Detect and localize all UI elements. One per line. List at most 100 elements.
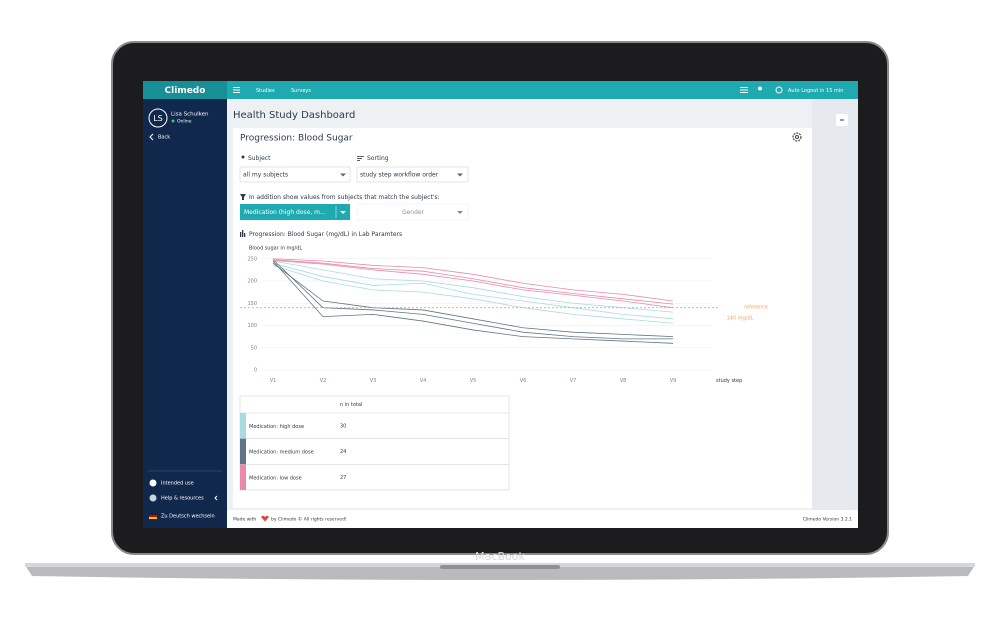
back-icon[interactable] [149, 133, 154, 141]
plot: 0 50 100 150 200 250 V1 V2 V3 V4 V5 V6 V7 V8 V9 referen… [240, 256, 768, 384]
reference-label: 140 mg/dL [727, 316, 754, 322]
multi-select-value: Medication (high dose, m... [244, 209, 326, 216]
subject-line [272, 258, 674, 302]
flag [149, 517, 157, 519]
y-tick-label: 0 [254, 368, 257, 374]
x-tick-label: V6 [520, 378, 527, 384]
x-tick-label: V5 [470, 378, 477, 384]
chevron [214, 495, 218, 501]
footer [227, 510, 858, 528]
group-count: 24 [340, 449, 346, 455]
x-axis-title: study step [716, 378, 742, 384]
avatar-initials: LS [153, 114, 163, 123]
heart-icon [261, 515, 269, 522]
x-tick-label: V9 [670, 378, 677, 384]
y-axis-title: Blood sugar in mg/dL [249, 246, 302, 252]
dropdown-value: Gender [402, 209, 425, 216]
topbar [143, 81, 858, 99]
user-name: Lisa Schulken [171, 112, 209, 118]
subject-line [272, 260, 674, 309]
color-swatch [240, 438, 246, 465]
device-label: MacBook [475, 550, 525, 563]
menu-icon[interactable] [233, 87, 240, 93]
y-tick-label: 100 [247, 323, 257, 329]
list-icon[interactable] [740, 87, 748, 93]
subject-line [272, 262, 674, 338]
x-tick-label: V8 [620, 378, 627, 384]
chart-icon [240, 230, 246, 237]
laptop-notch [440, 565, 560, 569]
filter-label: In addition show values from subjects th… [249, 194, 440, 201]
user-status: Online [177, 119, 192, 125]
dropdown-value: all my subjects [243, 172, 288, 179]
logo-area [143, 81, 227, 99]
x-tick-label: V4 [420, 378, 427, 384]
card-title: Progression: Blood Sugar [240, 134, 353, 144]
back-link[interactable]: Back [158, 135, 170, 141]
x-tick-label: V3 [370, 378, 377, 384]
sidebar-link[interactable]: Zu Deutsch wechseln [161, 514, 215, 520]
dropdown[interactable] [239, 166, 351, 183]
x-tick-label: V7 [570, 378, 577, 384]
dropdown-arrow [340, 211, 346, 214]
chart-title: Progression: Blood Sugar (mg/dL) in Lab … [249, 231, 402, 238]
y-tick-label: 50 [251, 345, 257, 351]
status-dot [171, 119, 175, 123]
laptop-base [25, 565, 975, 580]
flag [149, 515, 157, 517]
sidebar [143, 99, 227, 528]
auto-logout: Auto Logout in 15 min [788, 88, 843, 94]
footer-version: Climedo Version 3.2.1 [803, 517, 852, 523]
dropdown[interactable] [356, 166, 469, 183]
dropdown-value: study step workflow order [360, 172, 439, 179]
users-icon[interactable] [758, 86, 762, 91]
subject-line [272, 259, 673, 340]
field-label: Sorting [367, 155, 389, 162]
settings-icon[interactable] [792, 132, 802, 142]
table-frame [239, 395, 510, 491]
subject-line [272, 265, 674, 324]
nav-link[interactable]: Surveys [291, 88, 311, 94]
group-name: Medication: medium dose [249, 450, 314, 456]
dropdown-arrow [340, 173, 346, 177]
table-header: n in total [340, 402, 362, 408]
flag [149, 513, 157, 515]
multi-select[interactable] [240, 204, 350, 220]
subject-line [272, 260, 674, 344]
user-icon [241, 155, 245, 159]
x-tick-label: V2 [320, 378, 327, 384]
x-tick-label: V1 [270, 378, 277, 384]
nav-link[interactable]: Studies [256, 88, 275, 94]
subject-line [272, 262, 674, 320]
power-icon[interactable] [775, 86, 783, 94]
sidebar-link[interactable]: Help & resources [161, 496, 204, 502]
avatar [148, 108, 168, 128]
dropdown-arrow [457, 173, 463, 177]
filter-icon [240, 194, 246, 200]
group-count: 30 [340, 424, 346, 430]
y-tick-label: 250 [247, 256, 257, 262]
info-icon[interactable] [149, 479, 157, 487]
dropdown-arrow [457, 211, 463, 214]
y-tick-label: 150 [247, 301, 257, 307]
group-name: Medication: high dose [249, 424, 304, 430]
footer-text: by Climedo © All rights reserved! [271, 516, 347, 523]
logo[interactable]: Climedo [165, 86, 206, 96]
summary-table: n in total Medication: high dose 30 Medica… [239, 395, 510, 491]
color-swatch [240, 464, 246, 491]
settings-icon-core [795, 135, 799, 139]
sort-icon [357, 156, 364, 161]
y-tick-label: 200 [247, 279, 257, 285]
help-icon[interactable] [149, 494, 157, 502]
right-panel [812, 99, 858, 510]
dropdown[interactable] [356, 203, 469, 221]
sidebar-link[interactable]: Intended use [161, 481, 194, 487]
subject-line [272, 260, 674, 313]
field-label: Subject [248, 155, 271, 162]
group-name: Medication: low dose [249, 475, 302, 481]
page-title: Health Study Dashboard [233, 110, 355, 121]
footer-text: Made with [233, 517, 256, 523]
subject-line [272, 259, 674, 305]
